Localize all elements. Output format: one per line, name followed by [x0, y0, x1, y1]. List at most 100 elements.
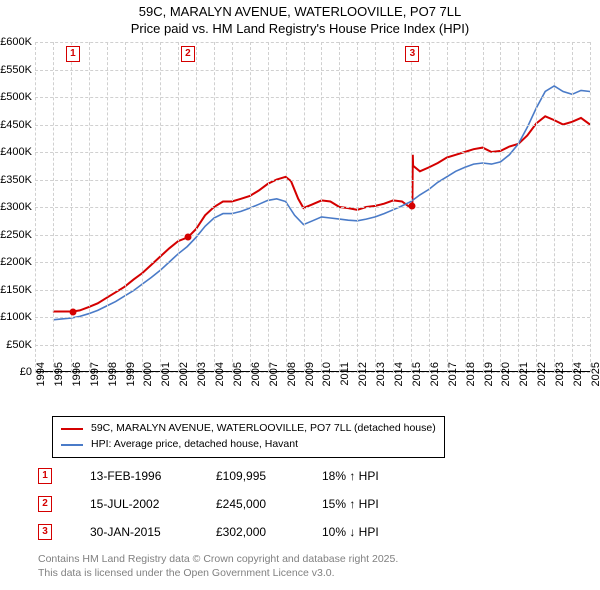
y-axis-label: £200K: [0, 256, 32, 268]
legend-label: HPI: Average price, detached house, Hava…: [91, 437, 298, 453]
legend-swatch: [61, 428, 83, 430]
sales-table: 113-FEB-1996£109,99518% ↑ HPI215-JUL-200…: [38, 462, 422, 546]
x-axis-label: 1995: [53, 362, 65, 392]
y-gridline: [35, 125, 590, 126]
y-gridline: [35, 180, 590, 181]
x-axis-label: 1996: [71, 362, 83, 392]
x-gridline: [268, 42, 269, 372]
x-gridline: [286, 42, 287, 372]
x-axis-label: 1999: [125, 362, 137, 392]
x-axis-label: 2011: [339, 362, 351, 392]
footer-line-2: This data is licensed under the Open Gov…: [38, 566, 398, 580]
x-gridline: [339, 42, 340, 372]
x-gridline: [393, 42, 394, 372]
x-gridline: [178, 42, 179, 372]
x-axis-label: 2003: [196, 362, 208, 392]
x-gridline: [142, 42, 143, 372]
x-axis-label: 2000: [142, 362, 154, 392]
y-gridline: [35, 345, 590, 346]
x-gridline: [590, 42, 591, 372]
sale-price: £302,000: [216, 525, 296, 539]
sale-marker-dot: [409, 202, 416, 209]
y-axis-label: £450K: [0, 119, 32, 131]
x-gridline: [554, 42, 555, 372]
x-gridline: [232, 42, 233, 372]
sale-hpi: 15% ↑ HPI: [322, 497, 422, 511]
x-axis-label: 2007: [268, 362, 280, 392]
sale-row-marker: 3: [38, 524, 52, 540]
chart-container: 59C, MARALYN AVENUE, WATERLOOVILLE, PO7 …: [0, 0, 600, 590]
x-axis-label: 2009: [304, 362, 316, 392]
x-axis-label: 2017: [447, 362, 459, 392]
sale-date: 13-FEB-1996: [90, 469, 190, 483]
y-gridline: [35, 97, 590, 98]
x-gridline: [536, 42, 537, 372]
x-gridline: [429, 42, 430, 372]
legend-item: HPI: Average price, detached house, Hava…: [61, 437, 436, 453]
x-axis-label: 1994: [35, 362, 47, 392]
x-axis-label: 2001: [160, 362, 172, 392]
y-gridline: [35, 152, 590, 153]
sale-date: 30-JAN-2015: [90, 525, 190, 539]
x-gridline: [447, 42, 448, 372]
sale-marker-dot: [69, 308, 76, 315]
sale-row-marker: 1: [38, 468, 52, 484]
x-axis-label: 1998: [107, 362, 119, 392]
sale-hpi: 10% ↓ HPI: [322, 525, 422, 539]
x-gridline: [53, 42, 54, 372]
y-axis-label: £50K: [0, 339, 32, 351]
x-axis-label: 2002: [178, 362, 190, 392]
y-gridline: [35, 262, 590, 263]
y-axis-label: £500K: [0, 91, 32, 103]
x-gridline: [572, 42, 573, 372]
y-gridline: [35, 317, 590, 318]
y-axis-label: £300K: [0, 201, 32, 213]
x-axis-label: 2023: [554, 362, 566, 392]
x-axis-label: 2018: [465, 362, 477, 392]
x-gridline: [483, 42, 484, 372]
legend-swatch: [61, 444, 83, 446]
x-axis-label: 1997: [89, 362, 101, 392]
x-axis-label: 2020: [500, 362, 512, 392]
legend-box: 59C, MARALYN AVENUE, WATERLOOVILLE, PO7 …: [52, 416, 445, 458]
plot-area: £0£50K£100K£150K£200K£250K£300K£350K£400…: [35, 42, 590, 372]
footer-line-1: Contains HM Land Registry data © Crown c…: [38, 552, 398, 566]
y-gridline: [35, 235, 590, 236]
attribution-footer: Contains HM Land Registry data © Crown c…: [38, 552, 398, 580]
x-gridline: [125, 42, 126, 372]
x-gridline: [89, 42, 90, 372]
legend-item: 59C, MARALYN AVENUE, WATERLOOVILLE, PO7 …: [61, 421, 436, 437]
x-axis-label: 2021: [518, 362, 530, 392]
title-line-1: 59C, MARALYN AVENUE, WATERLOOVILLE, PO7 …: [0, 4, 600, 21]
y-axis-label: £150K: [0, 284, 32, 296]
sale-marker-flag: 2: [181, 46, 195, 62]
sale-price: £245,000: [216, 497, 296, 511]
x-axis-label: 2014: [393, 362, 405, 392]
y-axis-label: £550K: [0, 64, 32, 76]
x-gridline: [250, 42, 251, 372]
x-axis-label: 2004: [214, 362, 226, 392]
y-axis-label: £0: [0, 366, 32, 378]
legend-label: 59C, MARALYN AVENUE, WATERLOOVILLE, PO7 …: [91, 421, 436, 437]
sale-marker-flag: 3: [405, 46, 419, 62]
sale-date: 15-JUL-2002: [90, 497, 190, 511]
x-gridline: [35, 42, 36, 372]
x-gridline: [107, 42, 108, 372]
x-axis-label: 2012: [357, 362, 369, 392]
y-axis-label: £250K: [0, 229, 32, 241]
x-gridline: [304, 42, 305, 372]
x-axis-label: 2016: [429, 362, 441, 392]
x-axis-label: 2019: [483, 362, 495, 392]
x-gridline: [196, 42, 197, 372]
x-axis-label: 2010: [321, 362, 333, 392]
x-gridline: [500, 42, 501, 372]
x-axis-label: 2015: [411, 362, 423, 392]
y-axis-label: £400K: [0, 146, 32, 158]
y-axis-label: £350K: [0, 174, 32, 186]
y-gridline: [35, 42, 590, 43]
x-gridline: [321, 42, 322, 372]
sale-row: 215-JUL-2002£245,00015% ↑ HPI: [38, 490, 422, 518]
chart-title: 59C, MARALYN AVENUE, WATERLOOVILLE, PO7 …: [0, 0, 600, 40]
x-axis-label: 2013: [375, 362, 387, 392]
sale-marker-dot: [184, 234, 191, 241]
